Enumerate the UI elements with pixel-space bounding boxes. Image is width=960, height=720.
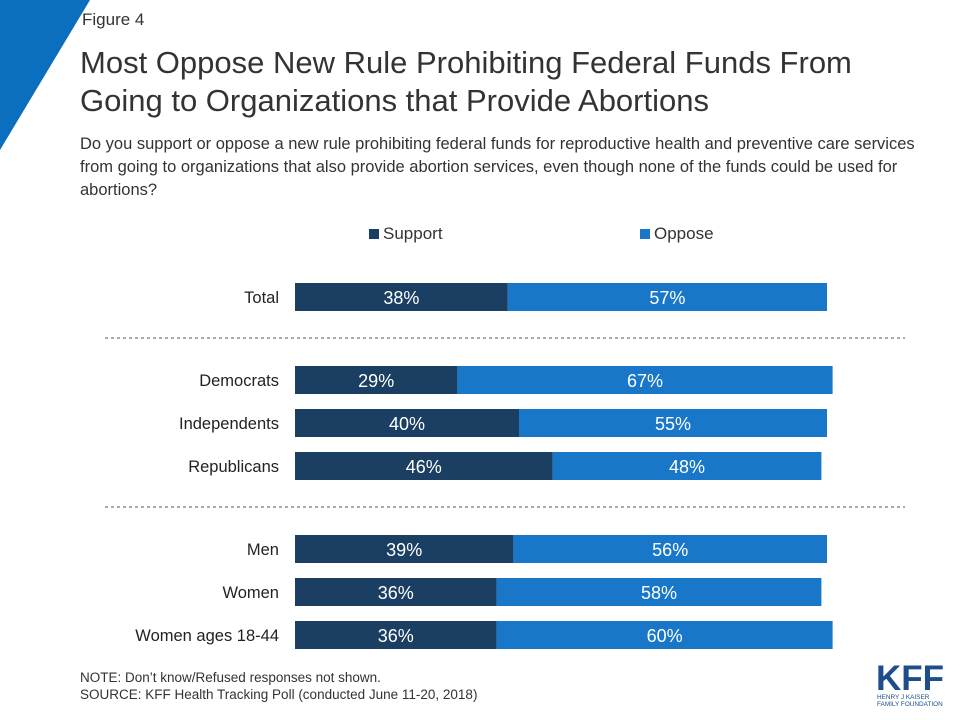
category-label: Women [222, 584, 279, 602]
bar-support [295, 366, 458, 394]
bar-oppose [552, 452, 822, 480]
data-label-support: 39% [386, 540, 422, 560]
category-label: Men [247, 541, 279, 559]
bar-support [295, 283, 508, 311]
data-label-support: 36% [378, 626, 414, 646]
category-label: Total [244, 289, 279, 307]
data-label-oppose: 56% [652, 540, 688, 560]
legend: Support Oppose [0, 224, 960, 246]
chart-title: Most Oppose New Rule Prohibiting Federal… [80, 45, 852, 118]
bar-support [295, 621, 497, 649]
data-label-support: 46% [406, 457, 442, 477]
bar-support [295, 452, 553, 480]
legend-item-oppose: Oppose [640, 224, 714, 244]
data-label-oppose: 55% [655, 414, 691, 434]
logo-line2: FAMILY FOUNDATION [877, 701, 943, 708]
bar-support [295, 535, 514, 563]
category-label: Republicans [188, 458, 279, 476]
legend-swatch-oppose [640, 229, 650, 239]
data-label-support: 36% [378, 583, 414, 603]
data-label-support: 29% [358, 371, 394, 391]
legend-label-support: Support [383, 224, 443, 243]
data-label-support: 38% [383, 288, 419, 308]
data-label-support: 40% [389, 414, 425, 434]
bar-support [295, 409, 519, 437]
bar-oppose [513, 535, 827, 563]
figure-label: Figure 4 [82, 10, 145, 29]
logo-line1: HENRY J KAISER [877, 694, 930, 701]
data-label-oppose: 48% [669, 457, 705, 477]
legend-label-oppose: Oppose [654, 224, 714, 243]
category-label: Women ages 18-44 [135, 627, 279, 645]
stacked-bar-chart: Total 38% 57% Democrats 29% 67% Independents 40… [105, 283, 905, 649]
data-label-oppose: 58% [641, 583, 677, 603]
logo-mark: KFF [876, 660, 944, 698]
footer-note: NOTE: Don’t know/Refused responses not s… [80, 670, 381, 685]
bar-support [295, 578, 497, 606]
kff-logo: KFF HENRY J KAISER FAMILY FOUNDATION [876, 660, 944, 708]
category-label: Democrats [199, 372, 279, 390]
bar-oppose [496, 578, 822, 606]
data-label-oppose: 57% [649, 288, 685, 308]
legend-swatch-support [369, 229, 379, 239]
corner-accent [0, 0, 90, 150]
bar-oppose [457, 366, 833, 394]
data-label-oppose: 60% [647, 626, 683, 646]
data-label-oppose: 67% [627, 371, 663, 391]
footer: NOTE: Don’t know/Refused responses not s… [80, 669, 477, 703]
bar-oppose [519, 409, 827, 437]
bar-oppose [507, 283, 827, 311]
bar-oppose [496, 621, 833, 649]
legend-item-support: Support [369, 224, 443, 244]
footer-source: SOURCE: KFF Health Tracking Poll (conduc… [80, 687, 478, 702]
survey-question: Do you support or oppose a new rule proh… [80, 135, 915, 199]
category-label: Independents [179, 415, 279, 433]
